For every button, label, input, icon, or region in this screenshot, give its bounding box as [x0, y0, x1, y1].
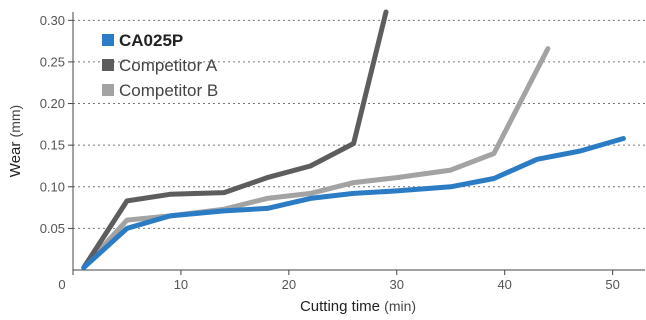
- series-line-competitor-a: [81, 9, 389, 270]
- y-tick-label-3: 0.20: [40, 96, 65, 111]
- y-tick-label-0: 0.05: [40, 221, 65, 236]
- legend-swatch-2: [102, 84, 114, 96]
- grid-lines: [73, 19, 645, 229]
- series-lines: [81, 9, 626, 270]
- legend-swatch-0: [102, 34, 114, 46]
- x-axis-title-text: Cutting time: [300, 298, 384, 315]
- y-tick-label-1: 0.10: [40, 179, 65, 194]
- x-axis-unit: (min): [384, 298, 416, 314]
- legend-swatch-1: [102, 59, 114, 71]
- x-tick-label-0: 0: [58, 277, 65, 292]
- axes: [72, 12, 645, 271]
- legend-label-1: Competitor A: [119, 56, 218, 75]
- legend-label-2: Competitor B: [119, 81, 218, 100]
- y-axis-title-text: Wear: [7, 137, 24, 177]
- legend-label-0: CA025P: [119, 31, 183, 50]
- y-axis-title: Wear (mm): [7, 105, 24, 177]
- x-tick-label-3: 30: [390, 277, 404, 292]
- y-tick-label-4: 0.25: [40, 54, 65, 69]
- x-tick-label-2: 20: [282, 277, 296, 292]
- x-tick-label-5: 50: [605, 277, 619, 292]
- x-tick-label-1: 10: [174, 277, 188, 292]
- series-line-competitor-b: [81, 46, 551, 270]
- legend: CA025P Competitor A Competitor B: [102, 31, 218, 100]
- y-axis-unit: (mm): [7, 105, 23, 138]
- y-tick-label-5: 0.30: [40, 13, 65, 28]
- x-tick-label-4: 40: [497, 277, 511, 292]
- y-tick-label-2: 0.15: [40, 138, 65, 153]
- x-tick-labels: 0 10 20 30 40 50: [58, 270, 620, 292]
- x-axis-title: Cutting time (min): [300, 298, 416, 315]
- series-line-ca025p: [81, 136, 626, 270]
- y-tick-labels: 0.05 0.10 0.15 0.20 0.25 0.30: [40, 13, 73, 236]
